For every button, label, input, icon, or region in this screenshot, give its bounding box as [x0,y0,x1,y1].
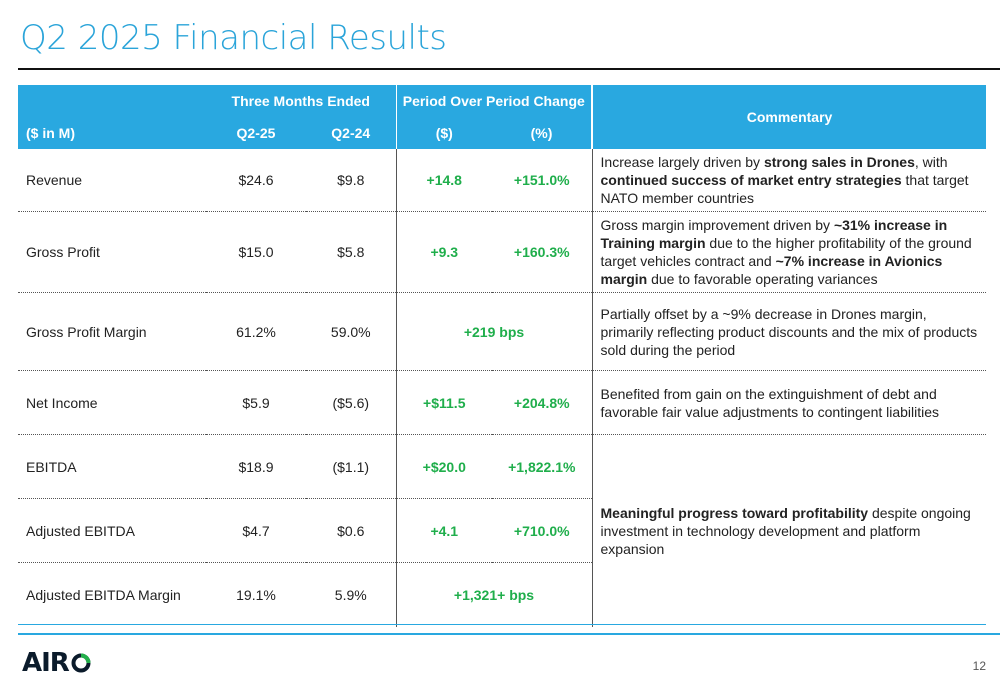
change-dollar: +$20.0 [395,434,493,499]
table-row: Adjusted EBITDA $4.7 $0.6 +4.1 +710.0% [18,498,986,563]
header-commentary: Commentary [591,85,987,149]
row-label: EBITDA [18,434,206,499]
header-period-over-period-change: Period Over Period Change [396,85,593,116]
change-percent: +160.3% [492,211,593,293]
value-q2-24: $0.6 [306,498,397,563]
row-label: Revenue [18,149,206,212]
commentary-text: due to the higher profitability of the g… [600,235,972,269]
value-q2-25: $4.7 [206,498,306,563]
change-percent: +151.0% [492,149,593,212]
commentary-net-income: Benefited from gain on the extinguishmen… [592,370,987,435]
row-label: Adjusted EBITDA [18,498,206,563]
commentary-gross-profit: Gross margin improvement driven by ~31% … [592,211,987,293]
header-change-percent: (%) [492,116,593,149]
table-row: Gross Profit Margin 61.2% 59.0% +219 bps… [18,292,987,371]
commentary-text: that target NATO member countries [600,172,969,206]
footer-rule [18,633,1000,635]
commentary-text: , with [914,154,948,170]
commentary-emphasis: continued success of market entry strate… [600,172,902,188]
table-row: Gross Profit $15.0 $5.8 +9.3 +160.3% Gro… [18,211,987,293]
header-q2-25: Q2-25 [206,116,306,149]
commentary-text: Increase largely driven by [600,154,764,170]
change-dollar: +4.1 [395,498,493,563]
table-row: Revenue $24.6 $9.8 +14.8 +151.0% Increas… [18,149,987,212]
value-q2-25: $18.9 [206,434,306,499]
row-label: Net Income [18,370,206,435]
header-units: ($ in M) [18,116,206,149]
change-percent: +710.0% [492,498,593,563]
header-three-months-ended: Three Months Ended [206,85,397,116]
value-q2-25: 61.2% [206,292,306,371]
commentary-emphasis: ~7% increase in Avionics margin [600,253,943,287]
commentary-emphasis: strong sales in Drones [763,154,915,170]
change-dollar: +14.8 [395,149,493,212]
table-bottom-rule [18,624,986,625]
row-label: Adjusted EBITDA Margin [26,586,181,603]
page-title: Q2 2025 Financial Results [20,18,447,58]
value-q2-25: $15.0 [206,211,306,293]
commentary-text: Benefited from gain on the extinguishmen… [600,385,940,420]
value-q2-24: $9.8 [306,149,397,212]
logo-o-ring-icon [71,653,91,673]
row-label: Gross Profit [18,211,206,293]
title-divider [18,68,1000,70]
header-q2-24: Q2-24 [306,116,397,149]
change-combined: +1,321+ bps [395,562,593,627]
change-dollar: +9.3 [395,211,493,293]
commentary-emphasis: Meaningful progress toward profitability [600,504,869,521]
financial-results-table: Three Months Ended Period Over Period Ch… [18,85,987,627]
header-spacer [18,85,206,116]
change-percent: +1,822.1% [492,434,593,499]
change-combined: +219 bps [395,292,593,371]
commentary-text: Gross margin improvement driven by [600,217,834,233]
value-q2-25: $24.6 [206,149,306,212]
page-number: 12 [972,659,986,673]
commentary-text: despite ongoing investment in technology… [600,504,971,557]
commentary-text: Partially offset by a ~9% decrease in Dr… [600,305,978,358]
header-change-dollar: ($) [396,116,493,149]
logo-wordmark: AIR [22,648,70,678]
row-label: Gross Profit Margin [18,292,206,371]
commentary-emphasis: ~31% increase in Training margin [600,217,948,251]
value-q2-24: ($5.6) [306,370,397,435]
table-row: EBITDA $18.9 ($1.1) +$20.0 +1,822.1% Mea… [18,434,986,557]
value-q2-24: 5.9% [334,586,367,603]
value-q2-24: 59.0% [306,292,397,371]
value-q2-25: 19.1% [236,586,276,603]
change-percent: +204.8% [492,370,593,435]
commentary-revenue: Increase largely driven by strong sales … [592,149,987,212]
change-dollar: +$11.5 [395,370,493,435]
commentary-gross-profit-margin: Partially offset by a ~9% decrease in Dr… [592,292,987,371]
table-row: Net Income $5.9 ($5.6) +$11.5 +204.8% Be… [18,370,987,435]
table-row: Adjusted EBITDA Margin 19.1% 5.9% +1,321… [18,562,986,627]
value-q2-24: ($1.1) [306,434,397,499]
commentary-text: due to favorable operating variances [647,271,878,287]
value-q2-24: $5.8 [306,211,397,293]
value-q2-25: $5.9 [206,370,306,435]
commentary-ebitda: Meaningful progress toward profitability… [592,435,986,627]
airo-logo: AIR [22,648,91,678]
